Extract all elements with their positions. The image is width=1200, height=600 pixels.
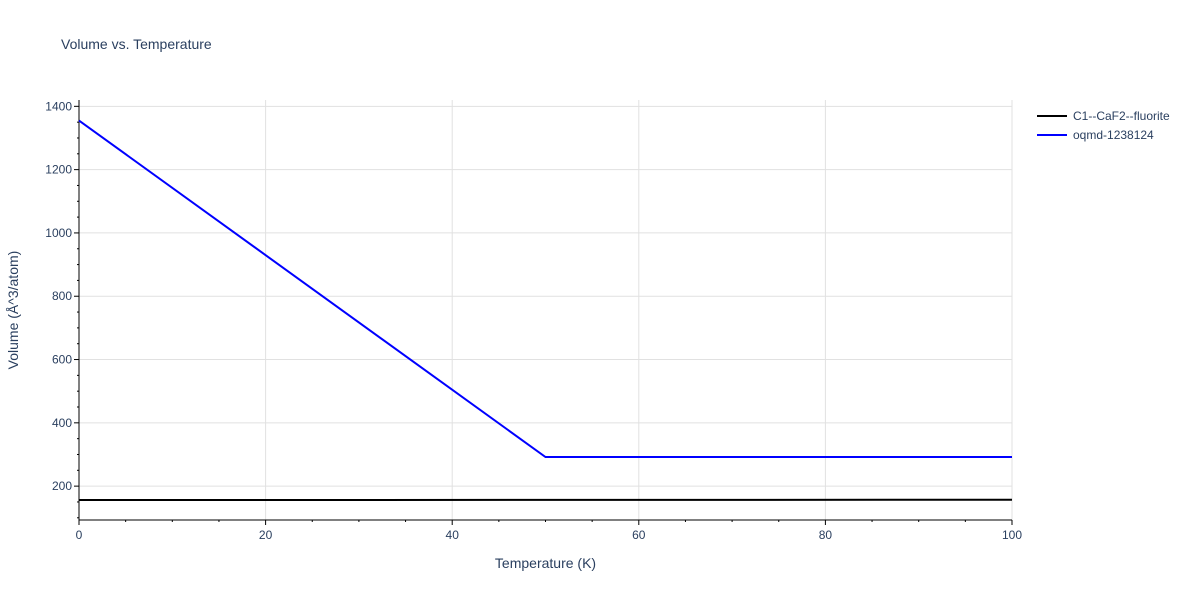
y-tick-label: 600 bbox=[52, 353, 72, 367]
y-tick-label: 200 bbox=[52, 479, 72, 493]
legend-label: oqmd-1238124 bbox=[1073, 127, 1154, 142]
y-tick-label: 1400 bbox=[45, 99, 72, 113]
y-axis-title: Volume (Å^3/atom) bbox=[5, 251, 21, 370]
series-line-1[interactable] bbox=[78, 119, 1012, 459]
x-tick-label: 100 bbox=[1002, 528, 1022, 542]
y-tick-label: 1200 bbox=[45, 163, 72, 177]
chart-title: Volume vs. Temperature bbox=[61, 36, 212, 52]
y-tick-label: 1000 bbox=[45, 226, 72, 240]
legend-item-oqmd[interactable]: oqmd-1238124 bbox=[1037, 125, 1170, 144]
legend: C1--CaF2--fluorite oqmd-1238124 bbox=[1037, 106, 1170, 144]
x-tick-label: 40 bbox=[446, 528, 460, 542]
x-tick-label: 0 bbox=[76, 528, 83, 542]
x-tick-label: 60 bbox=[632, 528, 646, 542]
x-tick-label: 20 bbox=[259, 528, 273, 542]
legend-label: C1--CaF2--fluorite bbox=[1073, 108, 1170, 123]
x-axis-title: Temperature (K) bbox=[495, 555, 596, 571]
y-tick-label: 800 bbox=[52, 289, 72, 303]
x-tick-label: 80 bbox=[819, 528, 833, 542]
legend-swatch-icon bbox=[1037, 114, 1067, 117]
y-tick-label: 400 bbox=[52, 416, 72, 430]
legend-item-fluorite[interactable]: C1--CaF2--fluorite bbox=[1037, 106, 1170, 125]
legend-swatch-icon bbox=[1037, 133, 1067, 136]
